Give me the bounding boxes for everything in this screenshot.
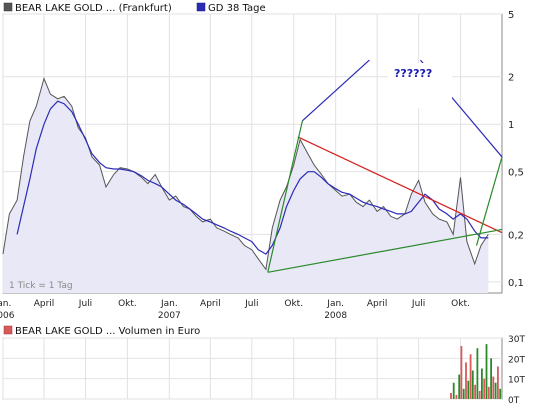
x-tick-label: Jan. — [0, 299, 11, 309]
x-axis: Jan. 2006 April Juli Okt. Jan. 2007 April Juli Ok… — [0, 299, 470, 321]
volume-bar — [476, 348, 479, 399]
volume-bar — [462, 388, 465, 399]
x-tick-label: Okt. — [118, 299, 137, 309]
volume-bars — [450, 344, 502, 399]
x-tick-label: April — [34, 299, 55, 309]
x-tick-label: Okt. — [451, 299, 470, 309]
volume-bar — [469, 354, 472, 399]
trend-line — [267, 228, 503, 273]
volume-legend: BEAR LAKE GOLD ... Volumen in Euro — [3, 325, 200, 337]
tick-note: 1 Tick = 1 Tag — [9, 281, 73, 291]
price-y-tick-label: 2 — [508, 73, 514, 84]
x-tick-label: Juli — [244, 299, 258, 309]
trend-line — [301, 59, 370, 122]
volume-bar — [481, 368, 483, 399]
volume-plot-area — [2, 337, 503, 400]
volume-bar — [490, 358, 492, 399]
x-tick-label: Juli — [411, 299, 425, 309]
volume-y-tick-label: 30T — [508, 335, 525, 345]
price-y-axis: 5 2 1 0,5 0,2 0,1 — [508, 10, 524, 289]
volume-y-axis: 30T 20T 10T 0T — [508, 335, 525, 406]
volume-y-tick-label: 10T — [508, 376, 525, 386]
x-tick-label: Okt. — [284, 299, 303, 309]
volume-bar — [487, 386, 490, 399]
volume-bar — [460, 346, 463, 399]
volume-bar — [474, 384, 476, 399]
x-tick-label: April — [200, 299, 221, 309]
price-y-tick-label: 0,2 — [508, 230, 524, 241]
volume-bar — [497, 366, 499, 399]
volume-bar — [471, 370, 474, 399]
volume-bar — [499, 388, 502, 399]
price-legend: BEAR LAKE GOLD ... (Frankfurt) GD 38 Tag… — [3, 2, 266, 14]
volume-bar — [455, 394, 458, 399]
volume-y-tick-label: 0T — [508, 396, 520, 406]
price-y-tick-label: 0,5 — [508, 168, 524, 179]
x-year-label: 2008 — [324, 311, 347, 321]
trend-line — [267, 120, 303, 273]
annotation-text: ?????? — [394, 67, 432, 80]
legend-swatch-ma — [196, 2, 206, 12]
moving-average-line — [16, 100, 489, 255]
volume-bar — [485, 344, 488, 399]
volume-bar — [483, 378, 486, 399]
x-tick-label: Jan. — [160, 299, 178, 309]
legend-swatch-price — [3, 2, 13, 12]
price-y-tick-label: 1 — [508, 120, 514, 131]
volume-bar — [450, 392, 452, 399]
volume-grid — [2, 337, 502, 400]
volume-bar — [478, 390, 481, 399]
x-year-label: 2007 — [158, 311, 181, 321]
volume-bar — [492, 376, 495, 399]
volume-bar — [452, 382, 455, 399]
trend-line — [297, 136, 503, 234]
trend-line — [475, 156, 503, 246]
x-tick-label: April — [367, 299, 388, 309]
volume-bar — [467, 380, 470, 399]
volume-bar — [465, 362, 467, 399]
legend-label-price: BEAR LAKE GOLD ... (Frankfurt) — [15, 3, 172, 14]
volume-bar — [458, 374, 461, 399]
price-y-tick-label: 0,1 — [508, 278, 524, 289]
legend-label-ma: GD 38 Tage — [208, 3, 266, 14]
price-area-fill — [3, 78, 489, 293]
price-y-tick-label: 5 — [508, 10, 514, 21]
volume-y-tick-label: 20T — [508, 355, 525, 365]
annotation-box — [388, 63, 452, 108]
x-year-label: 2006 — [0, 311, 15, 321]
legend-label-volume: BEAR LAKE GOLD ... Volumen in Euro — [15, 326, 200, 337]
x-tick-label: Juli — [78, 299, 92, 309]
legend-swatch-volume — [3, 325, 13, 335]
volume-bar — [494, 382, 497, 399]
x-tick-label: Jan. — [326, 299, 344, 309]
